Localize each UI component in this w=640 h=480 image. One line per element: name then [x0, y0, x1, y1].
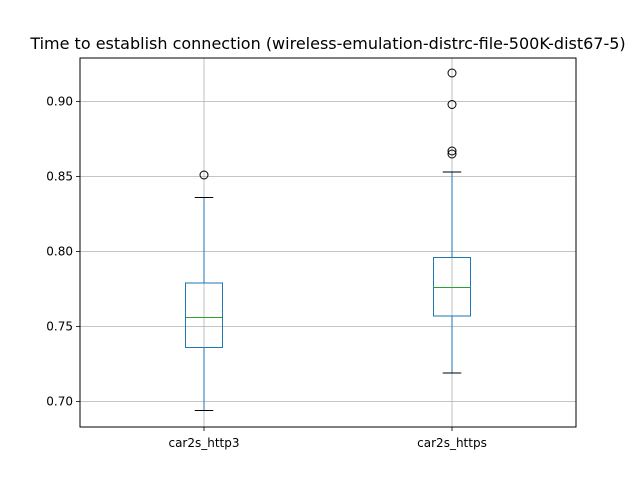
plot-frame: [79, 57, 577, 428]
outlier-point: [447, 68, 457, 78]
y-tick-label: 0.70: [46, 395, 73, 409]
iqr-box: [185, 282, 223, 348]
outlier-point: [447, 100, 457, 109]
y-tick-label: 0.90: [46, 95, 73, 109]
y-tick-label: 0.80: [46, 245, 73, 259]
x-tick-label: car2s_https: [417, 436, 487, 450]
outlier-point: [447, 146, 457, 156]
grid-lines: [80, 58, 576, 427]
y-tick-label: 0.75: [46, 320, 73, 334]
y-tick-label: 0.85: [46, 170, 73, 184]
chart-title: Time to establish connection (wireless-e…: [29, 34, 625, 53]
x-tick-label: car2s_http3: [168, 436, 239, 450]
outlier-point: [447, 149, 457, 159]
box-car2s_http3: [185, 170, 223, 411]
box-series: [185, 68, 471, 411]
outlier-point: [199, 170, 209, 180]
box-car2s_https: [433, 68, 471, 374]
iqr-box: [433, 257, 471, 317]
axis-ticks: 0.70 0.75 0.80 0.85 0.90 car2s_http3 car2s_htt…: [46, 95, 487, 451]
